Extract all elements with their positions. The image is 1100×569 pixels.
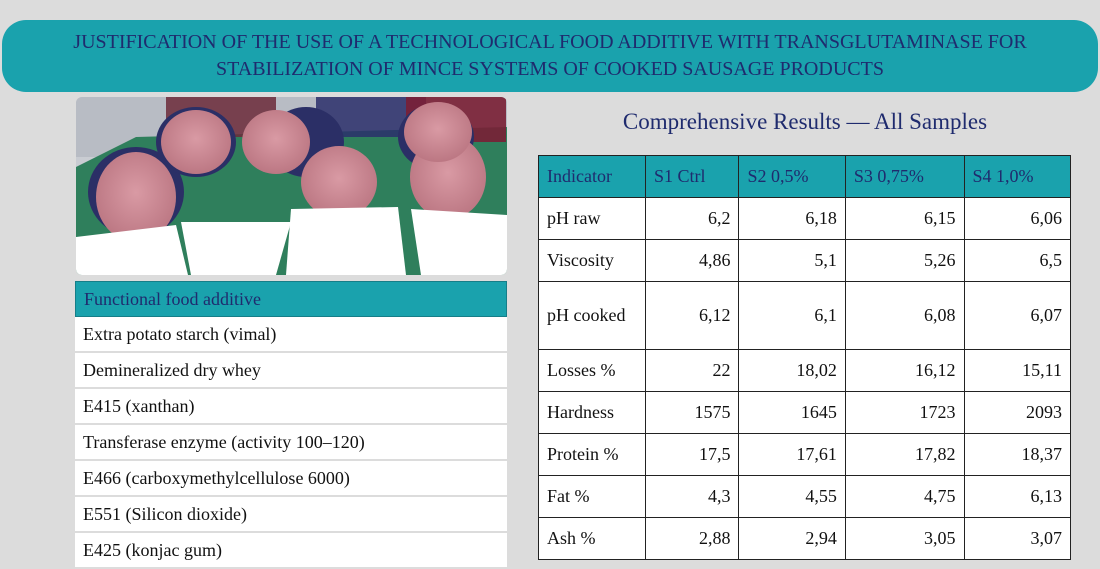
cell-value: 1575 [644,391,740,434]
table-row: Hardness 1575 1645 1723 2093 [538,391,1072,434]
title-banner: JUSTIFICATION OF THE USE OF A TECHNOLOGI… [2,20,1098,92]
cell-value: 6,07 [963,281,1072,350]
table-row: Losses % 22 18,02 16,12 15,11 [538,349,1072,392]
col-header: S1 Ctrl [644,155,740,198]
cell-value: 3,05 [844,517,965,560]
cell-value: 6,13 [963,475,1072,518]
additives-table: Functional food additive Extra potato st… [75,281,507,569]
cell-value: 6,5 [963,239,1072,282]
row-label: pH cooked [538,281,646,350]
row-label: Viscosity [538,239,646,282]
cell-value: 5,26 [844,239,965,282]
cell-value: 6,1 [738,281,846,350]
table-row: Ash % 2,88 2,94 3,05 3,07 [538,517,1072,560]
cell-value: 6,06 [963,197,1072,240]
cell-value: 6,12 [644,281,740,350]
row-label: Fat % [538,475,646,518]
cell-value: 17,82 [844,433,965,476]
additives-header: Functional food additive [75,281,507,317]
table-row: pH raw 6,2 6,18 6,15 6,06 [538,197,1072,240]
row-label: Hardness [538,391,646,434]
results-title: Comprehensive Results — All Samples [622,109,988,134]
cell-value: 2,88 [644,517,740,560]
cell-value: 15,11 [963,349,1072,392]
title-line-2: STABILIZATION OF MINCE SYSTEMS OF COOKED… [216,58,884,80]
cell-value: 1723 [844,391,965,434]
row-label: Protein % [538,433,646,476]
cell-value: 17,61 [738,433,846,476]
cell-value: 4,86 [644,239,740,282]
title-line-1: JUSTIFICATION OF THE USE OF A TECHNOLOGI… [73,31,1027,53]
col-header: S4 1,0% [963,155,1072,198]
cell-value: 2093 [963,391,1072,434]
table-row: Protein % 17,5 17,61 17,82 18,37 [538,433,1072,476]
table-row: Fat % 4,3 4,55 4,75 6,13 [538,475,1072,518]
additive-item: Extra potato starch (vimal) [75,317,507,353]
cell-value: 22 [644,349,740,392]
cell-value: 6,18 [738,197,846,240]
col-header: Indicator [538,155,646,198]
additive-item: E425 (konjac gum) [75,533,507,569]
cell-value: 6,15 [844,197,965,240]
cell-value: 6,2 [644,197,740,240]
sausage-samples-image [76,97,507,275]
cell-value: 1645 [738,391,846,434]
cell-value: 4,55 [738,475,846,518]
cell-value: 4,3 [644,475,740,518]
results-table: Indicator S1 Ctrl S2 0,5% S3 0,75% S4 1,… [538,155,1072,560]
cell-value: 3,07 [963,517,1072,560]
col-header: S2 0,5% [738,155,846,198]
cell-value: 17,5 [644,433,740,476]
cell-value: 5,1 [738,239,846,282]
table-row: Viscosity 4,86 5,1 5,26 6,5 [538,239,1072,282]
col-header: S3 0,75% [844,155,965,198]
cell-value: 16,12 [844,349,965,392]
table-row: pH cooked 6,12 6,1 6,08 6,07 [538,281,1072,350]
cell-value: 18,37 [963,433,1072,476]
results-header-row: Indicator S1 Ctrl S2 0,5% S3 0,75% S4 1,… [538,155,1072,198]
additive-item: E466 (carboxymethylcellulose 6000) [75,461,507,497]
additive-item: E551 (Silicon dioxide) [75,497,507,533]
cell-value: 6,08 [844,281,965,350]
additive-item: Transferase enzyme (activity 100–120) [75,425,507,461]
row-label: pH raw [538,197,646,240]
row-label: Ash % [538,517,646,560]
cell-value: 18,02 [738,349,846,392]
additive-item: Demineralized dry whey [75,353,507,389]
sausage-samples-photo [76,97,507,275]
additive-item: E415 (xanthan) [75,389,507,425]
row-label: Losses % [538,349,646,392]
cell-value: 4,75 [844,475,965,518]
cell-value: 2,94 [738,517,846,560]
